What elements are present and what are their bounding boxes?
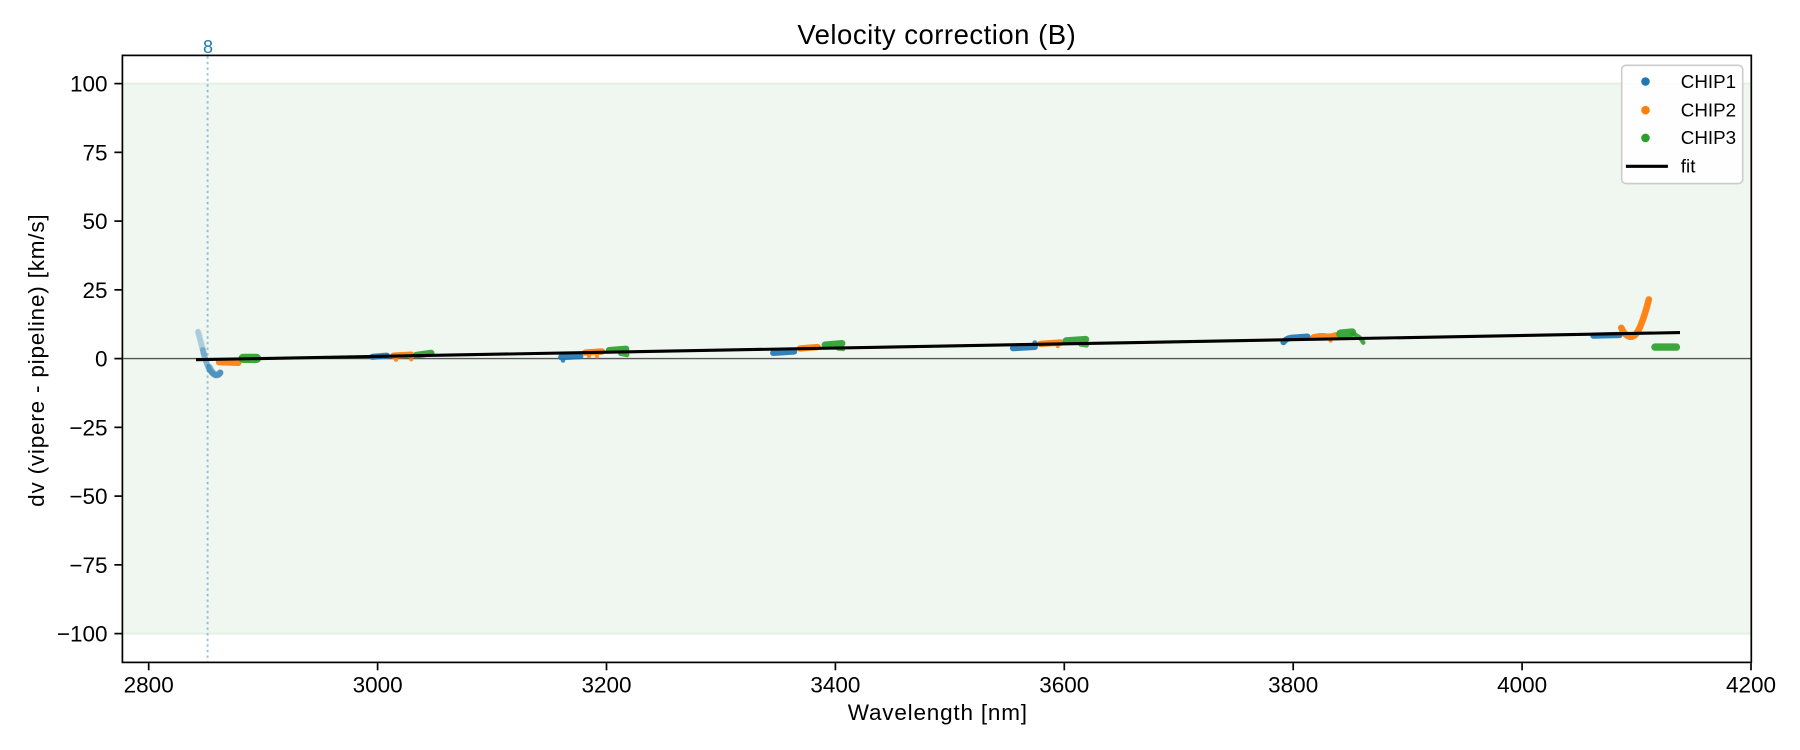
svg-text:fit: fit xyxy=(1681,155,1696,176)
svg-text:4200: 4200 xyxy=(1726,673,1776,698)
svg-text:−75: −75 xyxy=(69,553,107,578)
svg-text:Wavelength [nm]: Wavelength [nm] xyxy=(848,700,1028,725)
svg-text:−100: −100 xyxy=(57,622,108,647)
svg-text:3200: 3200 xyxy=(581,673,631,698)
svg-text:8: 8 xyxy=(203,37,213,57)
svg-text:3800: 3800 xyxy=(1268,673,1318,698)
svg-text:75: 75 xyxy=(82,140,107,165)
svg-text:Velocity correction (B): Velocity correction (B) xyxy=(797,19,1076,50)
svg-text:−25: −25 xyxy=(69,415,107,440)
svg-text:4000: 4000 xyxy=(1497,673,1547,698)
svg-text:3000: 3000 xyxy=(353,673,403,698)
svg-text:dv (vipere - pipeline) [km/s]: dv (vipere - pipeline) [km/s] xyxy=(24,214,49,507)
svg-text:3400: 3400 xyxy=(810,673,860,698)
svg-text:100: 100 xyxy=(70,72,108,97)
svg-text:3600: 3600 xyxy=(1039,673,1089,698)
svg-text:−50: −50 xyxy=(69,484,107,509)
svg-text:CHIP2: CHIP2 xyxy=(1681,100,1736,121)
svg-text:0: 0 xyxy=(95,347,108,372)
svg-text:CHIP3: CHIP3 xyxy=(1681,127,1736,148)
svg-text:50: 50 xyxy=(82,209,107,234)
svg-text:2800: 2800 xyxy=(124,673,174,698)
svg-text:CHIP1: CHIP1 xyxy=(1681,71,1736,92)
svg-text:25: 25 xyxy=(82,278,107,303)
